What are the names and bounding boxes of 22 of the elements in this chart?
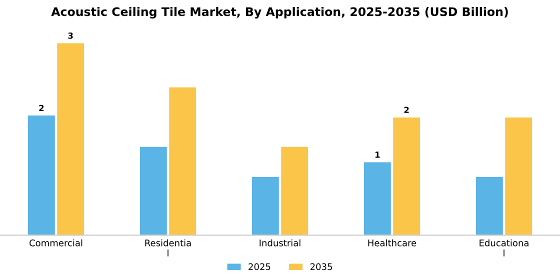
x-tick-label: Educationa l [480, 239, 528, 256]
bar [57, 43, 84, 236]
bar [169, 87, 196, 236]
x-tick-label: Commercial [30, 239, 82, 246]
x-tick-label: Healthcare [368, 239, 416, 246]
bar [364, 162, 391, 236]
bar [28, 116, 55, 236]
legend-label: 2035 [310, 263, 332, 270]
bar [281, 146, 308, 236]
bar [393, 117, 420, 236]
bar [476, 176, 503, 236]
data-label: 2 [404, 106, 409, 113]
chart-title: Acoustic Ceiling Tile Market, By Application, 2025-2035 (USD Billion) [51, 7, 508, 19]
data-label: 3 [68, 32, 73, 39]
x-tick-label: Residentia l [145, 239, 191, 256]
data-label: 1 [375, 152, 380, 158]
data-label: 2 [39, 104, 44, 112]
bar [505, 117, 532, 236]
bar [252, 176, 279, 236]
bar [140, 146, 167, 236]
legend-label: 2025 [248, 263, 270, 270]
x-tick-label: Industrial [260, 239, 300, 246]
